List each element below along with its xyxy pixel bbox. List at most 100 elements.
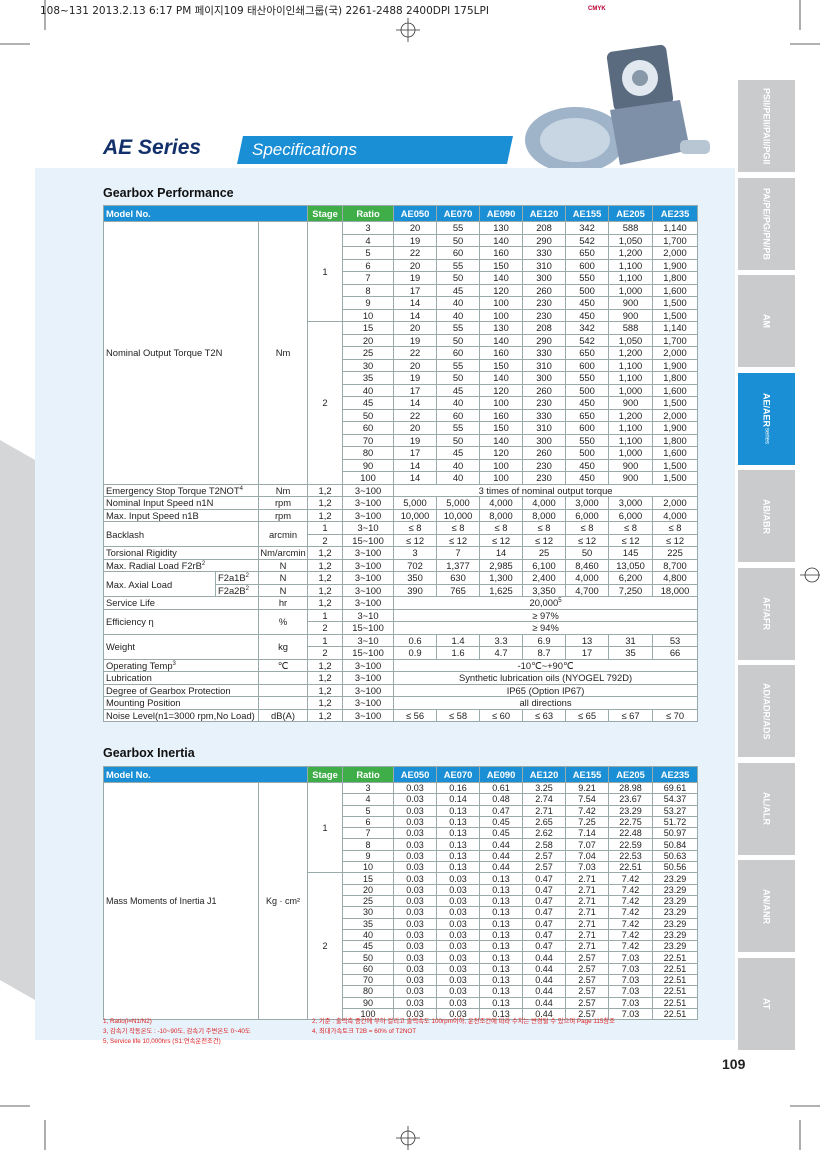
header-cell: AE155 (565, 766, 610, 783)
value: 208 (522, 321, 567, 335)
side-tab: PSII/PEII/PAII/PGII (738, 80, 795, 172)
value: 0.03 (436, 940, 481, 953)
header-row: Model No. Stage Ratio AE050 AE070 AE090 AE120 A… (102, 205, 699, 222)
value: 22.51 (652, 1007, 699, 1021)
value: 0.03 (393, 985, 438, 998)
cell-text: 20,000 (529, 597, 559, 609)
row-label: Mass Moments of Inertia J1 (103, 781, 259, 1021)
header-cell: AE235 (652, 205, 699, 222)
table-row: 2 15~100 0.9 1.6 4.7 8.7 17 35 66 (104, 646, 699, 660)
value: 0.03 (393, 928, 438, 942)
value: 14 (479, 546, 524, 560)
value: 160 (479, 346, 524, 360)
ratio: 35 (342, 371, 395, 385)
value: 0.03 (393, 917, 438, 930)
value: 69.61 (652, 781, 699, 795)
value: 23.29 (608, 804, 654, 817)
ratio: 20 (342, 883, 395, 896)
row-label: Backlash (103, 521, 259, 547)
value: 2,400 (522, 571, 567, 585)
unit: arcmin (257, 521, 309, 547)
value: 0.03 (393, 849, 438, 863)
stage: 2 (307, 872, 344, 1021)
value: 23.29 (652, 872, 699, 885)
stage: 1 (307, 781, 344, 874)
value: 0.13 (436, 815, 481, 829)
value-text: 3 times of nominal output torque (393, 483, 699, 497)
value: 8.7 (522, 646, 567, 660)
table-title: Gearbox Performance (103, 186, 234, 200)
value: 7.14 (565, 827, 610, 840)
value: 1,500 (652, 296, 699, 310)
ratio: 80 (342, 985, 395, 998)
value: ≤ 8 (522, 521, 567, 535)
value: 22 (393, 346, 438, 360)
footnotes-right: 2, 기준 : 출력축 중간에 부하 걸리고 출력속도 100rpm이하, 운전… (312, 1017, 712, 1037)
table-row: 30 0.03 0.03 0.13 0.47 2.71 7.42 23.29 (104, 906, 699, 919)
value: 17 (393, 383, 438, 397)
table-row: Service Life hr 1,2 3~100 20,0005 (103, 596, 699, 610)
value: 500 (565, 383, 610, 397)
value: 45 (436, 383, 481, 397)
value: 0.03 (393, 804, 438, 817)
value: 14 (393, 396, 438, 410)
value: 0.13 (479, 872, 524, 885)
table-row: Nominal Output Torque T2N Nm 1 3 20 55 130 208 3… (103, 221, 699, 485)
value: 140 (479, 271, 524, 285)
value: 2,000 (652, 408, 699, 422)
cell-text: F2a1B (218, 572, 246, 584)
value: 630 (436, 571, 481, 585)
value: 342 (565, 321, 610, 335)
value: ≤ 8 (393, 521, 438, 535)
value: 1,800 (652, 271, 699, 285)
value: 25 (522, 546, 567, 560)
value: 0.47 (522, 906, 567, 919)
value: 45 (436, 283, 481, 297)
stage: 1 (307, 608, 344, 622)
value: 310 (522, 358, 567, 372)
value: 23.29 (652, 917, 699, 930)
ratio: 25 (342, 894, 395, 908)
stage: 1,2 (307, 496, 344, 510)
unit: N (257, 571, 309, 585)
footnote-ref: 4 (239, 485, 243, 492)
row-label: Nominal Input Speed n1N (103, 496, 259, 510)
value: 4,000 (522, 496, 567, 510)
table-row: 60 0.03 0.03 0.13 0.44 2.57 7.03 22.51 (104, 962, 699, 976)
footnote-ref: 5 (558, 598, 562, 605)
value: 330 (522, 246, 567, 260)
value: 342 (565, 221, 610, 235)
tab-label: AM (761, 314, 772, 328)
ratio: 15~100 (342, 621, 395, 635)
value: 1,500 (652, 458, 699, 472)
value: 0.47 (522, 928, 567, 942)
value: 7.03 (608, 996, 654, 1009)
value: 0.44 (522, 962, 567, 976)
value: 2.62 (522, 827, 567, 840)
cell-text: Synthetic lubrication oils (NYOGEL 792D) (458, 672, 633, 684)
tab-label: AE/AER (761, 393, 772, 428)
value: 500 (565, 283, 610, 297)
gearbox-illustration (525, 44, 710, 173)
ratio: 3~10 (342, 633, 395, 647)
value: 1,500 (652, 308, 699, 322)
value: 20 (393, 258, 438, 272)
value: 130 (479, 321, 524, 335)
value: 160 (479, 246, 524, 260)
cell-text: Nominal Input Speed n1N (106, 497, 214, 509)
table-row: Torsional Rigidity Nm/arcmin 1,2 3~100 3 7 14 2… (103, 546, 699, 560)
unit: rpm (257, 508, 309, 522)
value: ≤ 12 (393, 533, 438, 547)
value: 40 (436, 458, 481, 472)
value: 1,500 (652, 396, 699, 410)
spec-table: Model No. Stage Ratio AE050 AE070 AE090 AE120 A… (102, 766, 699, 1021)
value: 2.57 (565, 996, 610, 1009)
value: 2.71 (565, 894, 610, 908)
value: 260 (522, 383, 567, 397)
value: 55 (436, 221, 481, 235)
value: 542 (565, 233, 610, 247)
value: 600 (565, 258, 610, 272)
unit: Kg · cm² (257, 781, 309, 1021)
value: 7.03 (608, 974, 654, 987)
